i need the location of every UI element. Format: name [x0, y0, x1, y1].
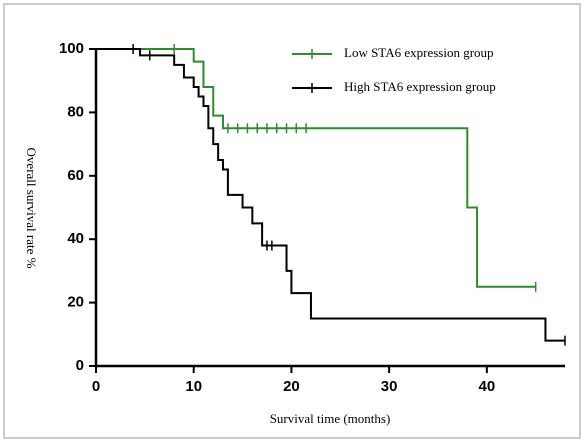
- y-tick-label: 40: [67, 230, 84, 247]
- y-tick-label: 100: [59, 40, 84, 57]
- y-tick-label: 60: [67, 167, 84, 184]
- legend-label: High STA6 expression group: [344, 79, 496, 94]
- x-tick-label: 10: [185, 378, 202, 395]
- x-tick-label: 20: [283, 378, 300, 395]
- survival-curve: [96, 48, 565, 342]
- frame: [3, 3, 581, 439]
- x-tick-label: 30: [381, 378, 398, 395]
- x-tick-label: 0: [92, 378, 100, 395]
- y-tick-label: 20: [67, 294, 84, 311]
- x-tick-label: 40: [478, 378, 495, 395]
- y-tick-label: 80: [67, 103, 84, 120]
- y-tick-label: 0: [76, 357, 84, 374]
- legend-label: Low STA6 expression group: [344, 45, 494, 60]
- x-axis-label: Survival time (months): [270, 411, 391, 426]
- survival-curve: [96, 48, 536, 288]
- y-axis-label: Overall survival rate %: [24, 148, 39, 269]
